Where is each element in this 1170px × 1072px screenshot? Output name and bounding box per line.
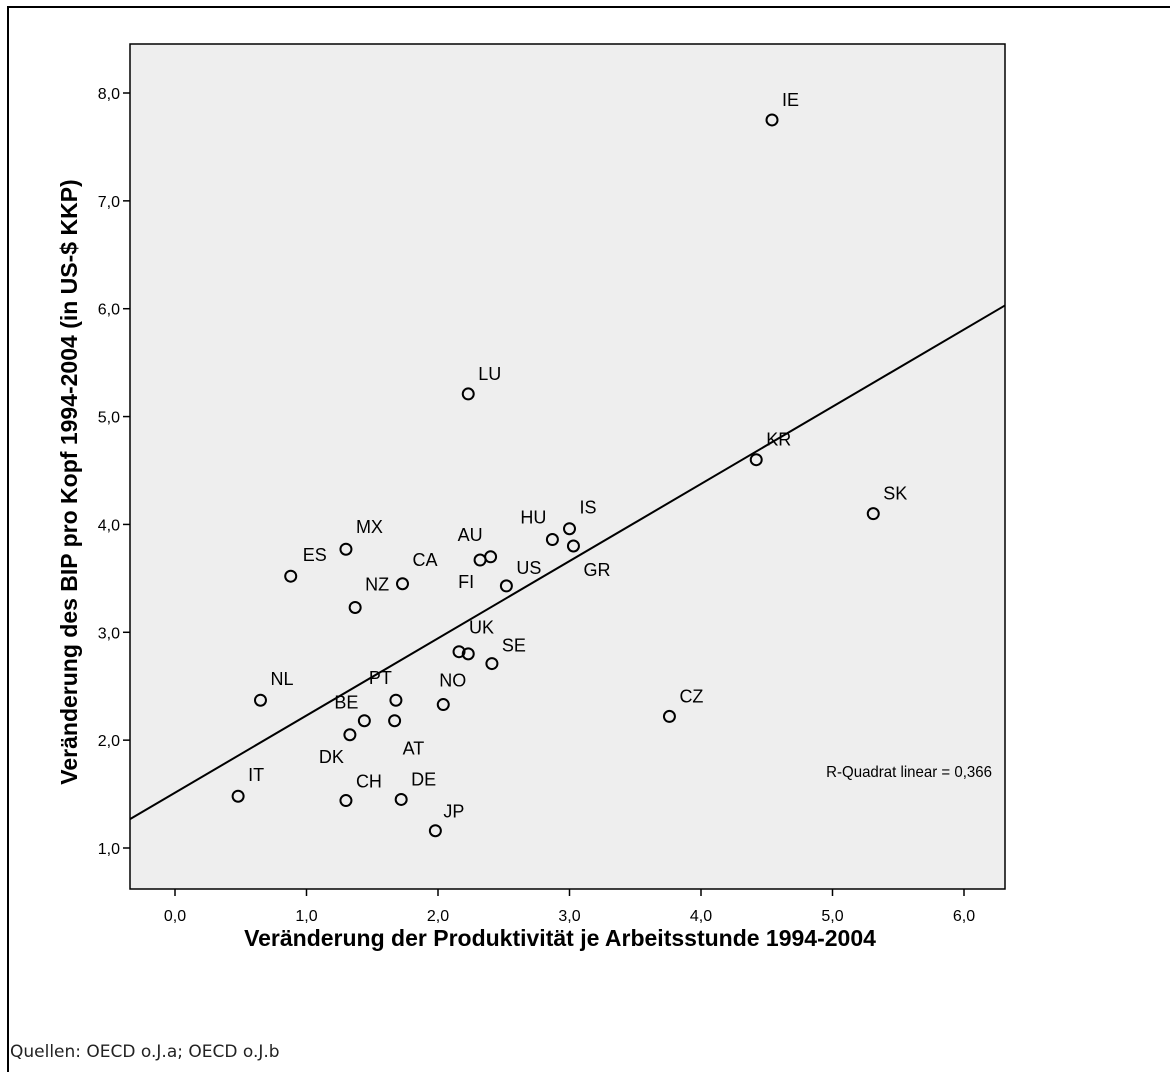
y-tick-label: 6,0 (98, 302, 120, 319)
point-label-at: AT (403, 739, 425, 759)
point-ch (339, 794, 353, 808)
x-tick-label: 5,0 (821, 908, 843, 925)
regression-line (129, 304, 1006, 821)
point-kr (749, 453, 763, 467)
point-es (284, 569, 298, 583)
point-is (563, 522, 576, 536)
point-label-fi: FI (458, 572, 474, 592)
y-tick-label: 3,0 (98, 625, 120, 642)
point-label-lu: LU (478, 364, 501, 384)
point-nl (253, 693, 267, 707)
point-label-ca: CA (412, 550, 437, 570)
y-tick-label: 1,0 (98, 841, 120, 858)
point-nz (348, 600, 362, 614)
point-pt (389, 693, 403, 707)
point-at (388, 714, 402, 728)
point-it (231, 789, 245, 803)
point-ca (395, 577, 409, 591)
point-label-it: IT (248, 765, 264, 785)
y-axis-label: Veränderung des BIP pro Kopf 1994-2004 (… (56, 179, 82, 784)
point-label-is: IS (580, 498, 597, 518)
point-label-pt: PT (369, 668, 392, 688)
point-gr (566, 539, 580, 553)
r-squared-annotation: R-Quadrat linear = 0,366 (826, 764, 992, 782)
point-sk (866, 507, 880, 521)
point-label-jp: JP (443, 802, 464, 822)
y-tick-label: 2,0 (98, 733, 120, 750)
point-label-ie: IE (782, 90, 799, 110)
point-uk (461, 647, 475, 661)
point-uk (452, 645, 466, 659)
point-label-be: BE (334, 693, 358, 713)
point-no (436, 698, 450, 712)
plot-area (129, 43, 1006, 890)
point-label-cz: CZ (679, 686, 703, 706)
point-label-nl: NL (270, 669, 293, 689)
scatter-chart: 0,0 1,0 2,0 3,0 4,0 5,0 6,0 1,0 2,0 3,0 4,0 5,0 6,0… (56, 43, 1006, 951)
x-axis-label: Veränderung der Produktivität je Arbeits… (244, 925, 876, 951)
point-label-gr: GR (583, 560, 610, 580)
point-label-us: US (516, 558, 541, 578)
y-tick-label: 7,0 (98, 194, 120, 211)
y-tick-label: 5,0 (98, 410, 120, 427)
point-label-sk: SK (883, 484, 907, 504)
point-dk (343, 728, 357, 742)
point-us (499, 579, 513, 593)
point-label-es: ES (303, 545, 327, 565)
x-tick-label: 3,0 (558, 908, 580, 925)
point-se (485, 657, 499, 671)
point-be (357, 714, 371, 728)
point-label-dk: DK (319, 747, 344, 767)
y-tick-label: 8,0 (98, 86, 120, 103)
point-hu (545, 533, 559, 547)
point-label-hu: HU (520, 508, 546, 528)
point-label-no: NO (439, 671, 466, 691)
x-tick-label: 1,0 (295, 908, 317, 925)
point-label-ch: CH (356, 772, 382, 792)
point-label-uk: UK (469, 618, 494, 638)
x-tick-label: 2,0 (427, 908, 449, 925)
point-fi (473, 553, 487, 567)
point-lu (461, 387, 475, 401)
point-mx (339, 542, 353, 556)
point-label-kr: KR (766, 430, 791, 450)
point-label-de: DE (411, 769, 436, 789)
point-label-mx: MX (356, 517, 383, 537)
point-label-au: AU (458, 525, 483, 545)
x-tick-label: 0,0 (164, 908, 186, 925)
y-tick-label: 4,0 (98, 517, 120, 534)
source-note: Quellen: OECD o.J.a; OECD o.J.b (10, 1042, 280, 1062)
figure-frame (7, 6, 1170, 1072)
point-de (394, 792, 408, 806)
x-tick-label: 6,0 (953, 908, 975, 925)
point-label-nz: NZ (365, 574, 389, 594)
x-tick-label: 4,0 (690, 908, 712, 925)
point-cz (662, 709, 676, 723)
point-ie (765, 113, 779, 127)
point-jp (428, 824, 442, 838)
point-label-se: SE (502, 636, 526, 656)
